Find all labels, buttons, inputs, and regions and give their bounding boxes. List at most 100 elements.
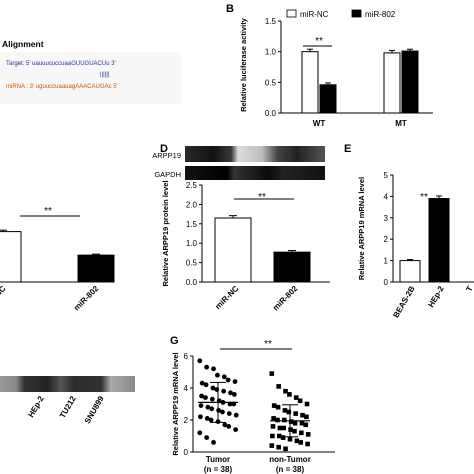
chart-G-point-non-tumor [269, 371, 275, 376]
chart-G-point-tumor [211, 440, 216, 445]
chart-G-point-tumor [211, 366, 216, 372]
chart-G-point-non-tumor [293, 411, 298, 416]
chart-G-point-tumor [198, 414, 203, 420]
chart-G-y-tick-label: 2 [184, 416, 189, 425]
chart-G-point-tumor [209, 406, 215, 412]
chart-G-point-non-tumor [283, 388, 288, 394]
chart-D-bar-0 [214, 217, 252, 283]
chart-G-y-label: Relative ARPP19 mRNA level [171, 352, 180, 455]
chart-G-point-non-tumor [288, 427, 293, 432]
chart-G-point-tumor [199, 393, 205, 399]
chart-E-y-tick-label: 1 [384, 257, 389, 266]
panel-f-lane-1: TU212 [58, 394, 78, 420]
chart-G-point-tumor [232, 379, 238, 384]
panel-f-lane-2: SNU899 [83, 394, 106, 425]
chart-G-point-non-tumor [299, 420, 305, 426]
panel-d-blot-gapdh [185, 166, 325, 180]
chart-G-y-tick-label: 4 [184, 384, 189, 393]
chart-G-point-tumor [198, 403, 204, 408]
chart-B-y-label: Relative luciferase activity [239, 17, 248, 112]
chart-E-y-tick-label: 0 [384, 278, 389, 287]
chart-G-category-count: (n = 38) [204, 465, 233, 474]
chart-E-y-tick-label: 5 [384, 171, 389, 180]
chart-G-point-non-tumor [282, 417, 287, 423]
panel-b-significance: ** [315, 36, 323, 47]
panel-d-blot-arpp19 [185, 146, 325, 162]
chart-B-bar-WT-1 [319, 84, 337, 114]
chart-D-category-label: miR-NC [213, 284, 240, 311]
chart-G-point-tumor [228, 390, 233, 396]
chart-B-bar-WT-0 [301, 51, 319, 114]
chart-B-y-tick-label: 0.0 [265, 109, 277, 118]
panel-b-legend-swatch-0 [286, 9, 297, 18]
chart-B-y-tick-label: 0.5 [265, 78, 277, 87]
chart-G-point-non-tumor [304, 414, 309, 420]
chart-B-y-tick-label: 1.5 [265, 17, 277, 26]
chart-G-point-tumor [225, 377, 231, 383]
chart-G-y-tick-label: 0 [184, 448, 189, 457]
panel-letter-b: B [226, 3, 234, 15]
chart-E-category-label: T [464, 284, 474, 293]
chart-G-point-tumor [208, 417, 214, 423]
chart-G-point-tumor [220, 409, 225, 415]
chart-G-point-tumor [197, 430, 203, 436]
chart-G-point-tumor [215, 372, 220, 378]
chart-G-point-tumor [222, 422, 228, 428]
chart-G-point-tumor [232, 392, 237, 397]
chart-G-point-non-tumor [305, 432, 311, 437]
panel-f-blot [0, 376, 135, 392]
panel-letter-g: G [170, 335, 179, 347]
panel-b-legend-0: miR-NC [300, 10, 329, 19]
chart-G-point-non-tumor [294, 438, 300, 444]
alignment-box [0, 52, 181, 104]
chart-G-y-tick-label: 6 [184, 352, 189, 361]
chart-G-point-non-tumor [303, 422, 309, 428]
chart-G-point-non-tumor [275, 417, 280, 423]
chart-G-point-non-tumor [271, 403, 277, 408]
chart-G-category-label: Tumor [206, 455, 230, 464]
chart-G-point-non-tumor [280, 435, 286, 440]
chart-G-point-tumor [205, 404, 211, 410]
chart-G-point-non-tumor [269, 443, 275, 448]
chart-G-point-non-tumor [270, 433, 275, 439]
chart-E-bar-0 [399, 260, 421, 283]
panel-a-header: Alignment [2, 39, 44, 49]
chart-G-point-non-tumor [283, 446, 288, 452]
panel-b-legend-swatch-1 [351, 9, 362, 18]
chart-G-point-non-tumor [282, 408, 288, 413]
chart-B-y-tick-label: 1.0 [265, 48, 277, 57]
chart-G-point-non-tumor [292, 428, 297, 434]
chart-E-bar-1 [428, 198, 450, 283]
chart-G-point-non-tumor [270, 424, 276, 429]
chart-G-point-non-tumor [276, 444, 281, 450]
panel-letter-e: E [344, 143, 351, 155]
panel-g-significance: ** [264, 339, 272, 350]
chart-G-point-tumor [204, 364, 210, 370]
chart-C-category-label: miR-802 [72, 284, 101, 313]
chart-C-bar-1 [77, 254, 115, 283]
chart-D-category-label: miR-802 [271, 284, 300, 313]
panel-e-significance: ** [420, 192, 428, 203]
chart-B-bar-MT-1 [401, 50, 419, 114]
chart-G-point-non-tumor [288, 419, 294, 424]
chart-D-y-tick-label: 0.0 [186, 278, 198, 287]
chart-E-y-label: Relative ARPP19 mRNA level [357, 177, 366, 280]
panel-c-significance: ** [44, 206, 52, 217]
chart-B-bar-MT-0 [383, 52, 401, 114]
chart-C-bar-0 [0, 231, 22, 283]
chart-E-category-label: HEp-2 [426, 284, 446, 309]
chart-D-y-tick-label: 1.0 [186, 239, 198, 248]
panel-f-lane-0: HEp-2 [26, 394, 46, 419]
chart-G-point-non-tumor [286, 409, 292, 415]
chart-G-point-tumor [197, 358, 203, 364]
chart-E-y-tick-label: 4 [384, 192, 389, 201]
chart-E-y-tick-label: 3 [384, 214, 389, 223]
chart-G-point-tumor [209, 396, 215, 402]
chart-G-point-tumor [233, 412, 239, 418]
chart-G-point-tumor [226, 411, 232, 416]
chart-G-category-count: (n = 38) [276, 465, 305, 474]
chart-G-point-tumor [199, 380, 205, 386]
panel-d-blot-label-gapdh: GAPDH [154, 170, 181, 179]
chart-E-y-tick-label: 2 [384, 235, 389, 244]
